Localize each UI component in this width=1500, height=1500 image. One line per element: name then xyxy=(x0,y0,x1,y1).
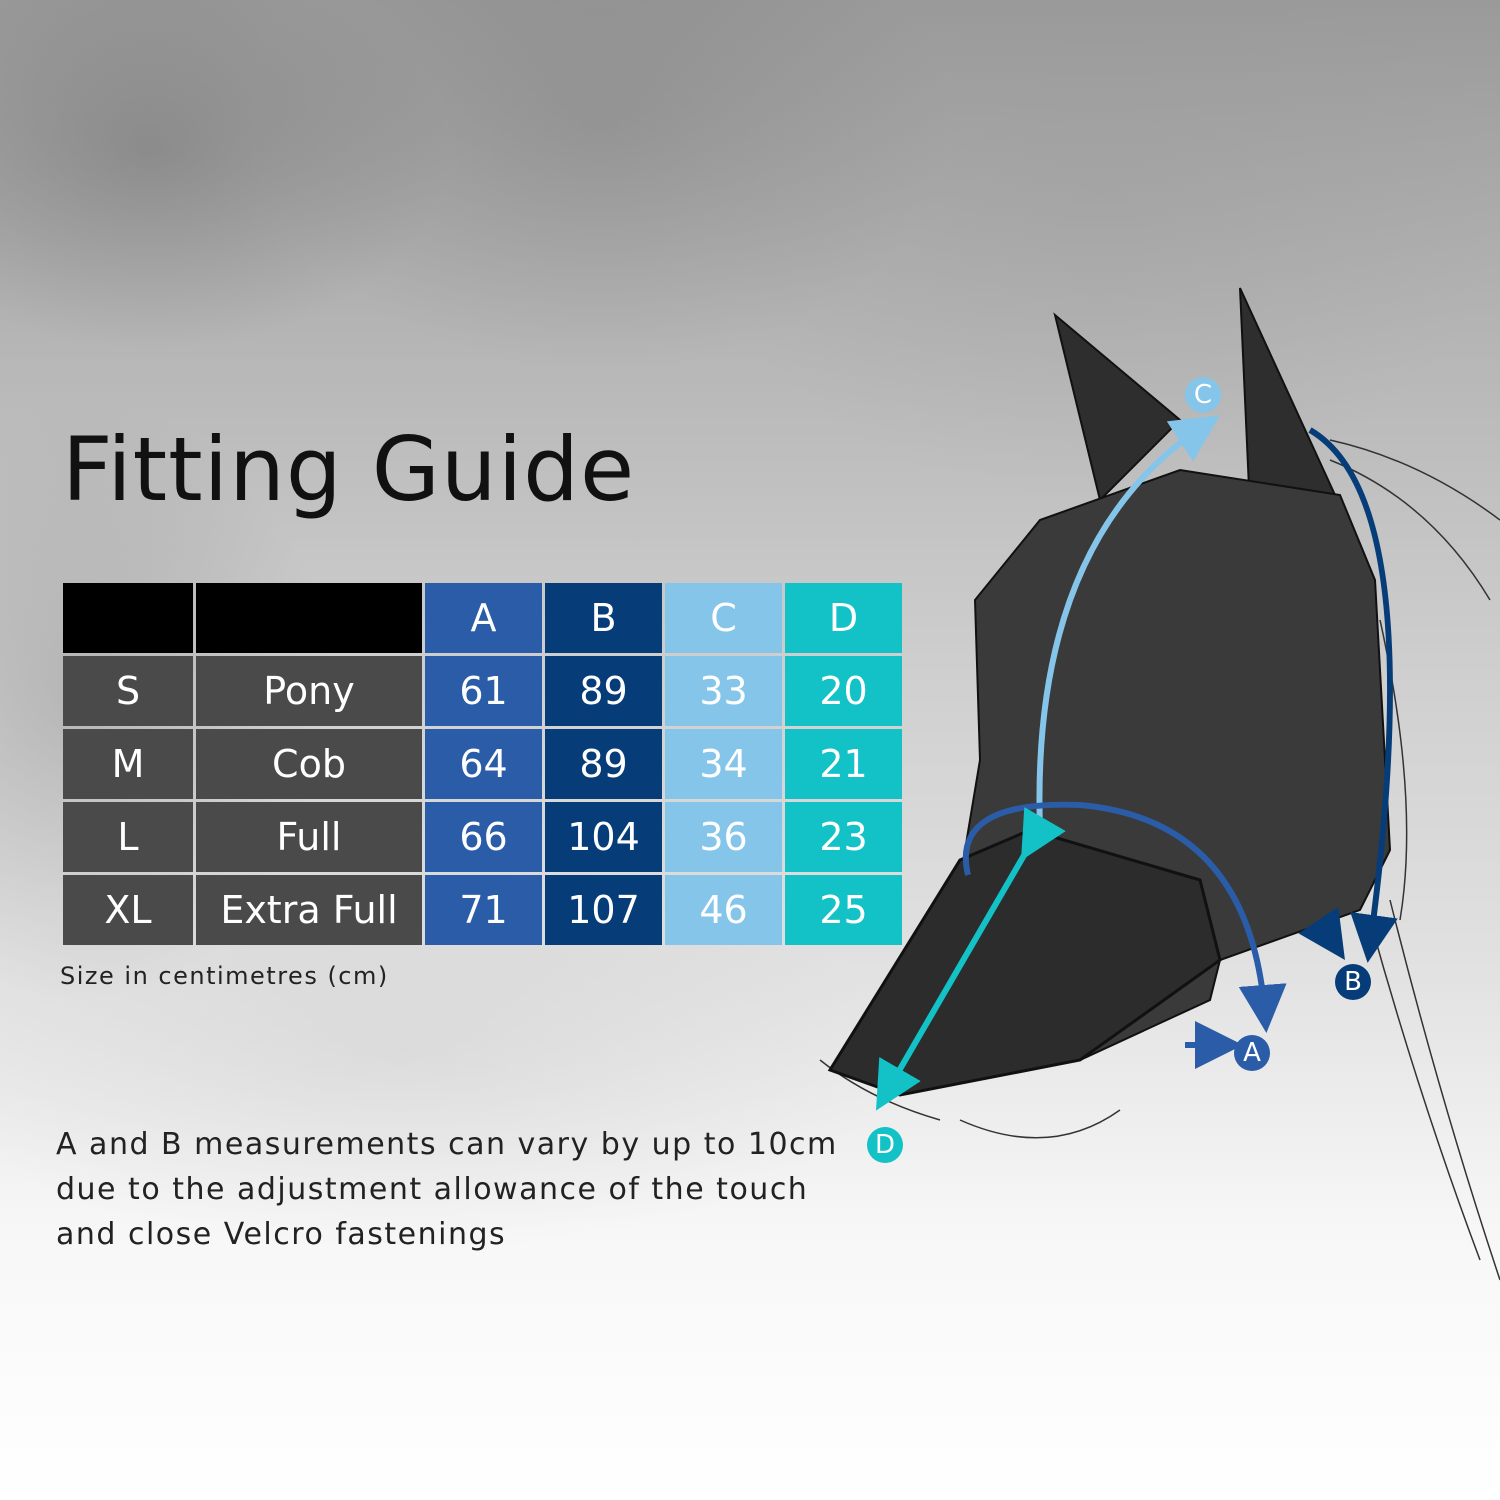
mask-nose-visor xyxy=(827,828,1222,1097)
fit-name-cell: Extra Full xyxy=(196,875,422,945)
fit-name-cell: Cob xyxy=(196,729,422,799)
label-d-badge: D xyxy=(867,1127,903,1163)
value-a: 66 xyxy=(425,802,542,872)
size-cell: S xyxy=(63,656,193,726)
header-cell-a: A xyxy=(425,583,542,653)
value-b: 89 xyxy=(545,729,662,799)
value-a: 71 xyxy=(425,875,542,945)
table-row: S Pony 61 89 33 20 xyxy=(63,656,902,726)
arrow-b xyxy=(1308,427,1398,963)
header-cell-d: D xyxy=(785,583,902,653)
page-title: Fitting Guide xyxy=(62,418,636,521)
fit-name-cell: Pony xyxy=(196,656,422,726)
size-cell: M xyxy=(63,729,193,799)
value-c: 36 xyxy=(665,802,782,872)
size-cell: XL xyxy=(63,875,193,945)
header-cell-c: C xyxy=(665,583,782,653)
size-table: A B C D S Pony 61 89 33 20 M Cob 64 89 3… xyxy=(60,580,905,948)
size-cell: L xyxy=(63,802,193,872)
arrow-b-lower xyxy=(1298,906,1345,960)
label-c-badge: C xyxy=(1185,377,1221,413)
header-cell xyxy=(196,583,422,653)
value-b: 104 xyxy=(545,802,662,872)
value-c: 46 xyxy=(665,875,782,945)
mask-ear-right xyxy=(1239,287,1337,512)
mask-ear-left xyxy=(1053,312,1182,502)
table-header-row: A B C D xyxy=(63,583,902,653)
value-a: 61 xyxy=(425,656,542,726)
table-row: M Cob 64 89 34 21 xyxy=(63,729,902,799)
table-row: L Full 66 104 36 23 xyxy=(63,802,902,872)
measurement-arrows xyxy=(875,415,1398,1111)
fit-name-cell: Full xyxy=(196,802,422,872)
adjustment-note: A and B measurements can vary by up to 1… xyxy=(56,1127,838,1252)
value-c: 33 xyxy=(665,656,782,726)
arrow-c xyxy=(1036,415,1221,831)
unit-note: Size in centimetres (cm) xyxy=(60,962,389,990)
value-c: 34 xyxy=(665,729,782,799)
label-b-badge: B xyxy=(1335,964,1371,1000)
arrow-d xyxy=(875,807,1066,1111)
value-a: 64 xyxy=(425,729,542,799)
label-a-badge: A xyxy=(1234,1035,1270,1071)
header-cell-b: B xyxy=(545,583,662,653)
value-d: 21 xyxy=(785,729,902,799)
value-b: 107 xyxy=(545,875,662,945)
value-b: 89 xyxy=(545,656,662,726)
header-cell xyxy=(63,583,193,653)
value-d: 20 xyxy=(785,656,902,726)
